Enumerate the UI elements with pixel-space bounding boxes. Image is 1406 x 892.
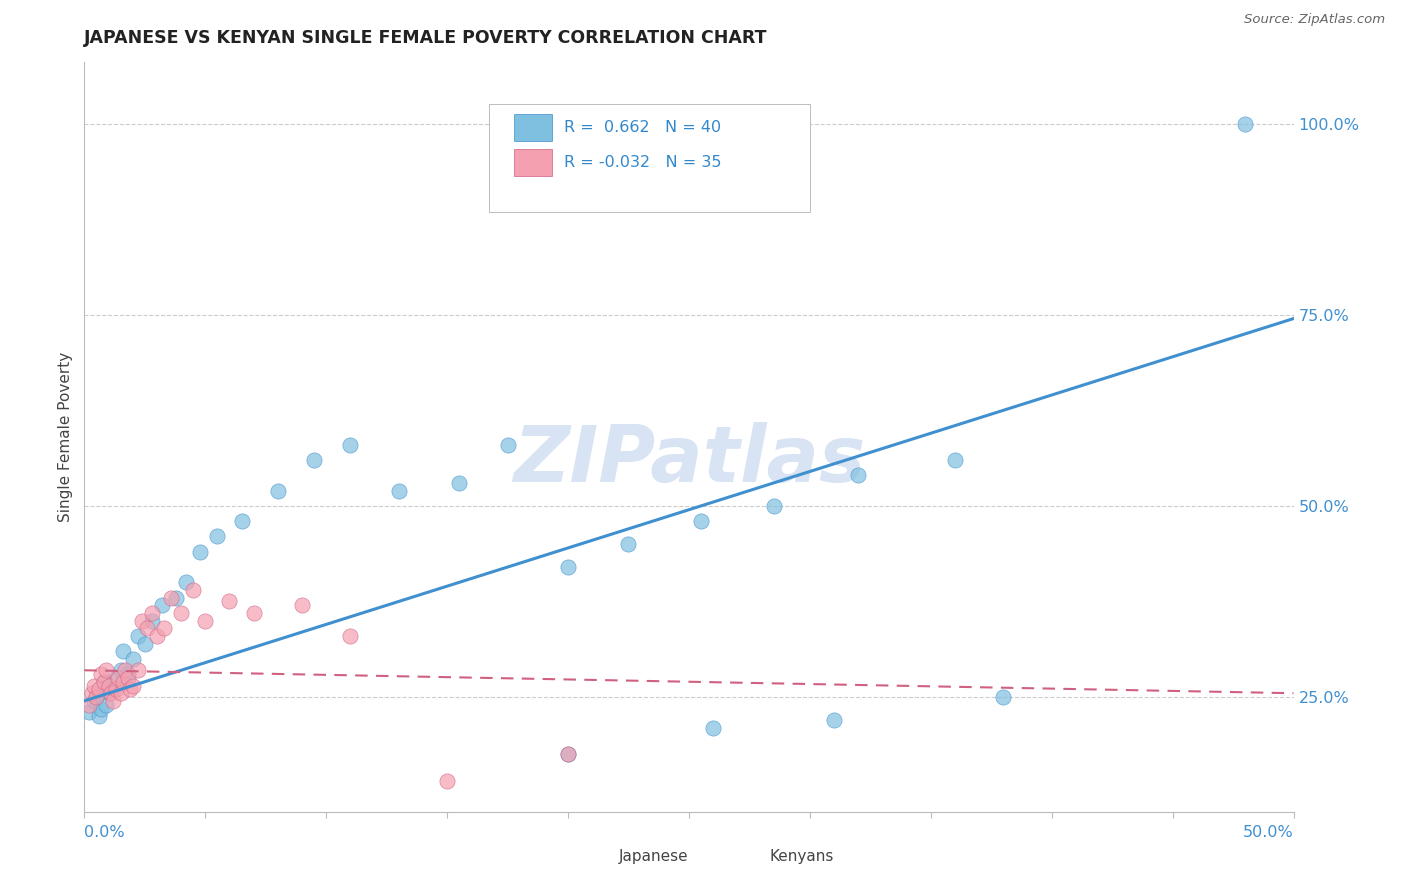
Point (181, 582, 204, 597)
Point (339, 438, 361, 452)
FancyBboxPatch shape (489, 103, 810, 212)
FancyBboxPatch shape (735, 846, 766, 868)
Point (110, 686, 132, 700)
Point (112, 674, 135, 689)
Point (127, 663, 149, 677)
Point (103, 694, 125, 708)
Point (121, 652, 143, 666)
Point (339, 629, 361, 643)
Point (141, 606, 163, 620)
Point (117, 671, 139, 685)
Point (388, 483, 411, 498)
Point (104, 682, 127, 697)
Point (557, 747, 579, 762)
Point (165, 591, 187, 605)
Point (80, 686, 103, 700)
Point (141, 614, 163, 628)
Point (150, 599, 173, 613)
FancyBboxPatch shape (583, 846, 616, 868)
Point (100, 686, 122, 700)
Point (93, 674, 115, 689)
Point (90, 701, 112, 715)
Point (170, 606, 193, 620)
Text: R = -0.032   N = 35: R = -0.032 N = 35 (564, 155, 721, 170)
Point (117, 667, 139, 681)
Point (207, 529, 229, 543)
FancyBboxPatch shape (513, 114, 553, 141)
Point (302, 453, 325, 467)
Point (231, 514, 253, 528)
Point (86, 690, 108, 704)
Point (194, 614, 217, 628)
Point (97, 679, 120, 693)
Point (120, 682, 142, 697)
Point (943, 453, 966, 467)
Point (97, 686, 120, 700)
Point (94, 698, 117, 712)
Text: 50.0%: 50.0% (1243, 825, 1294, 840)
Text: JAPANESE VS KENYAN SINGLE FEMALE POVERTY CORRELATION CHART: JAPANESE VS KENYAN SINGLE FEMALE POVERTY… (84, 29, 768, 47)
Point (127, 629, 149, 643)
Point (557, 747, 579, 762)
Point (114, 663, 136, 677)
Y-axis label: Single Female Poverty: Single Female Poverty (58, 352, 73, 522)
Point (702, 721, 724, 735)
Point (121, 679, 143, 693)
Point (77, 706, 100, 720)
Point (83, 694, 105, 708)
Point (496, 438, 519, 452)
Text: ZIPatlas: ZIPatlas (513, 422, 865, 498)
Text: Japanese: Japanese (619, 849, 689, 864)
Point (993, 690, 1015, 704)
FancyBboxPatch shape (513, 149, 553, 177)
Point (146, 629, 169, 643)
Point (153, 621, 176, 635)
Point (87, 709, 110, 723)
Point (267, 483, 290, 498)
Text: 0.0%: 0.0% (84, 825, 125, 840)
Point (690, 514, 713, 528)
Point (449, 475, 471, 490)
Point (1234, 117, 1257, 131)
Point (557, 560, 579, 574)
Point (90, 667, 112, 681)
Point (242, 606, 264, 620)
Point (134, 636, 156, 650)
Point (103, 682, 125, 697)
Point (823, 713, 845, 727)
Point (104, 671, 127, 685)
Point (131, 614, 153, 628)
Point (190, 545, 212, 559)
Point (218, 594, 240, 608)
Text: R =  0.662   N = 40: R = 0.662 N = 40 (564, 120, 721, 135)
Point (617, 537, 640, 551)
Point (160, 591, 183, 605)
Text: Source: ZipAtlas.com: Source: ZipAtlas.com (1244, 13, 1385, 27)
Point (174, 575, 197, 590)
Point (107, 671, 129, 685)
Point (86, 690, 108, 704)
Point (846, 468, 869, 483)
Point (110, 663, 132, 677)
Point (93, 674, 115, 689)
Point (291, 599, 314, 613)
Point (77, 698, 100, 712)
Point (87, 682, 110, 697)
Point (762, 499, 785, 513)
Point (94, 663, 117, 677)
Text: Kenyans: Kenyans (770, 849, 834, 864)
Point (436, 774, 458, 789)
Point (136, 621, 159, 635)
Point (112, 644, 135, 658)
Point (83, 679, 105, 693)
